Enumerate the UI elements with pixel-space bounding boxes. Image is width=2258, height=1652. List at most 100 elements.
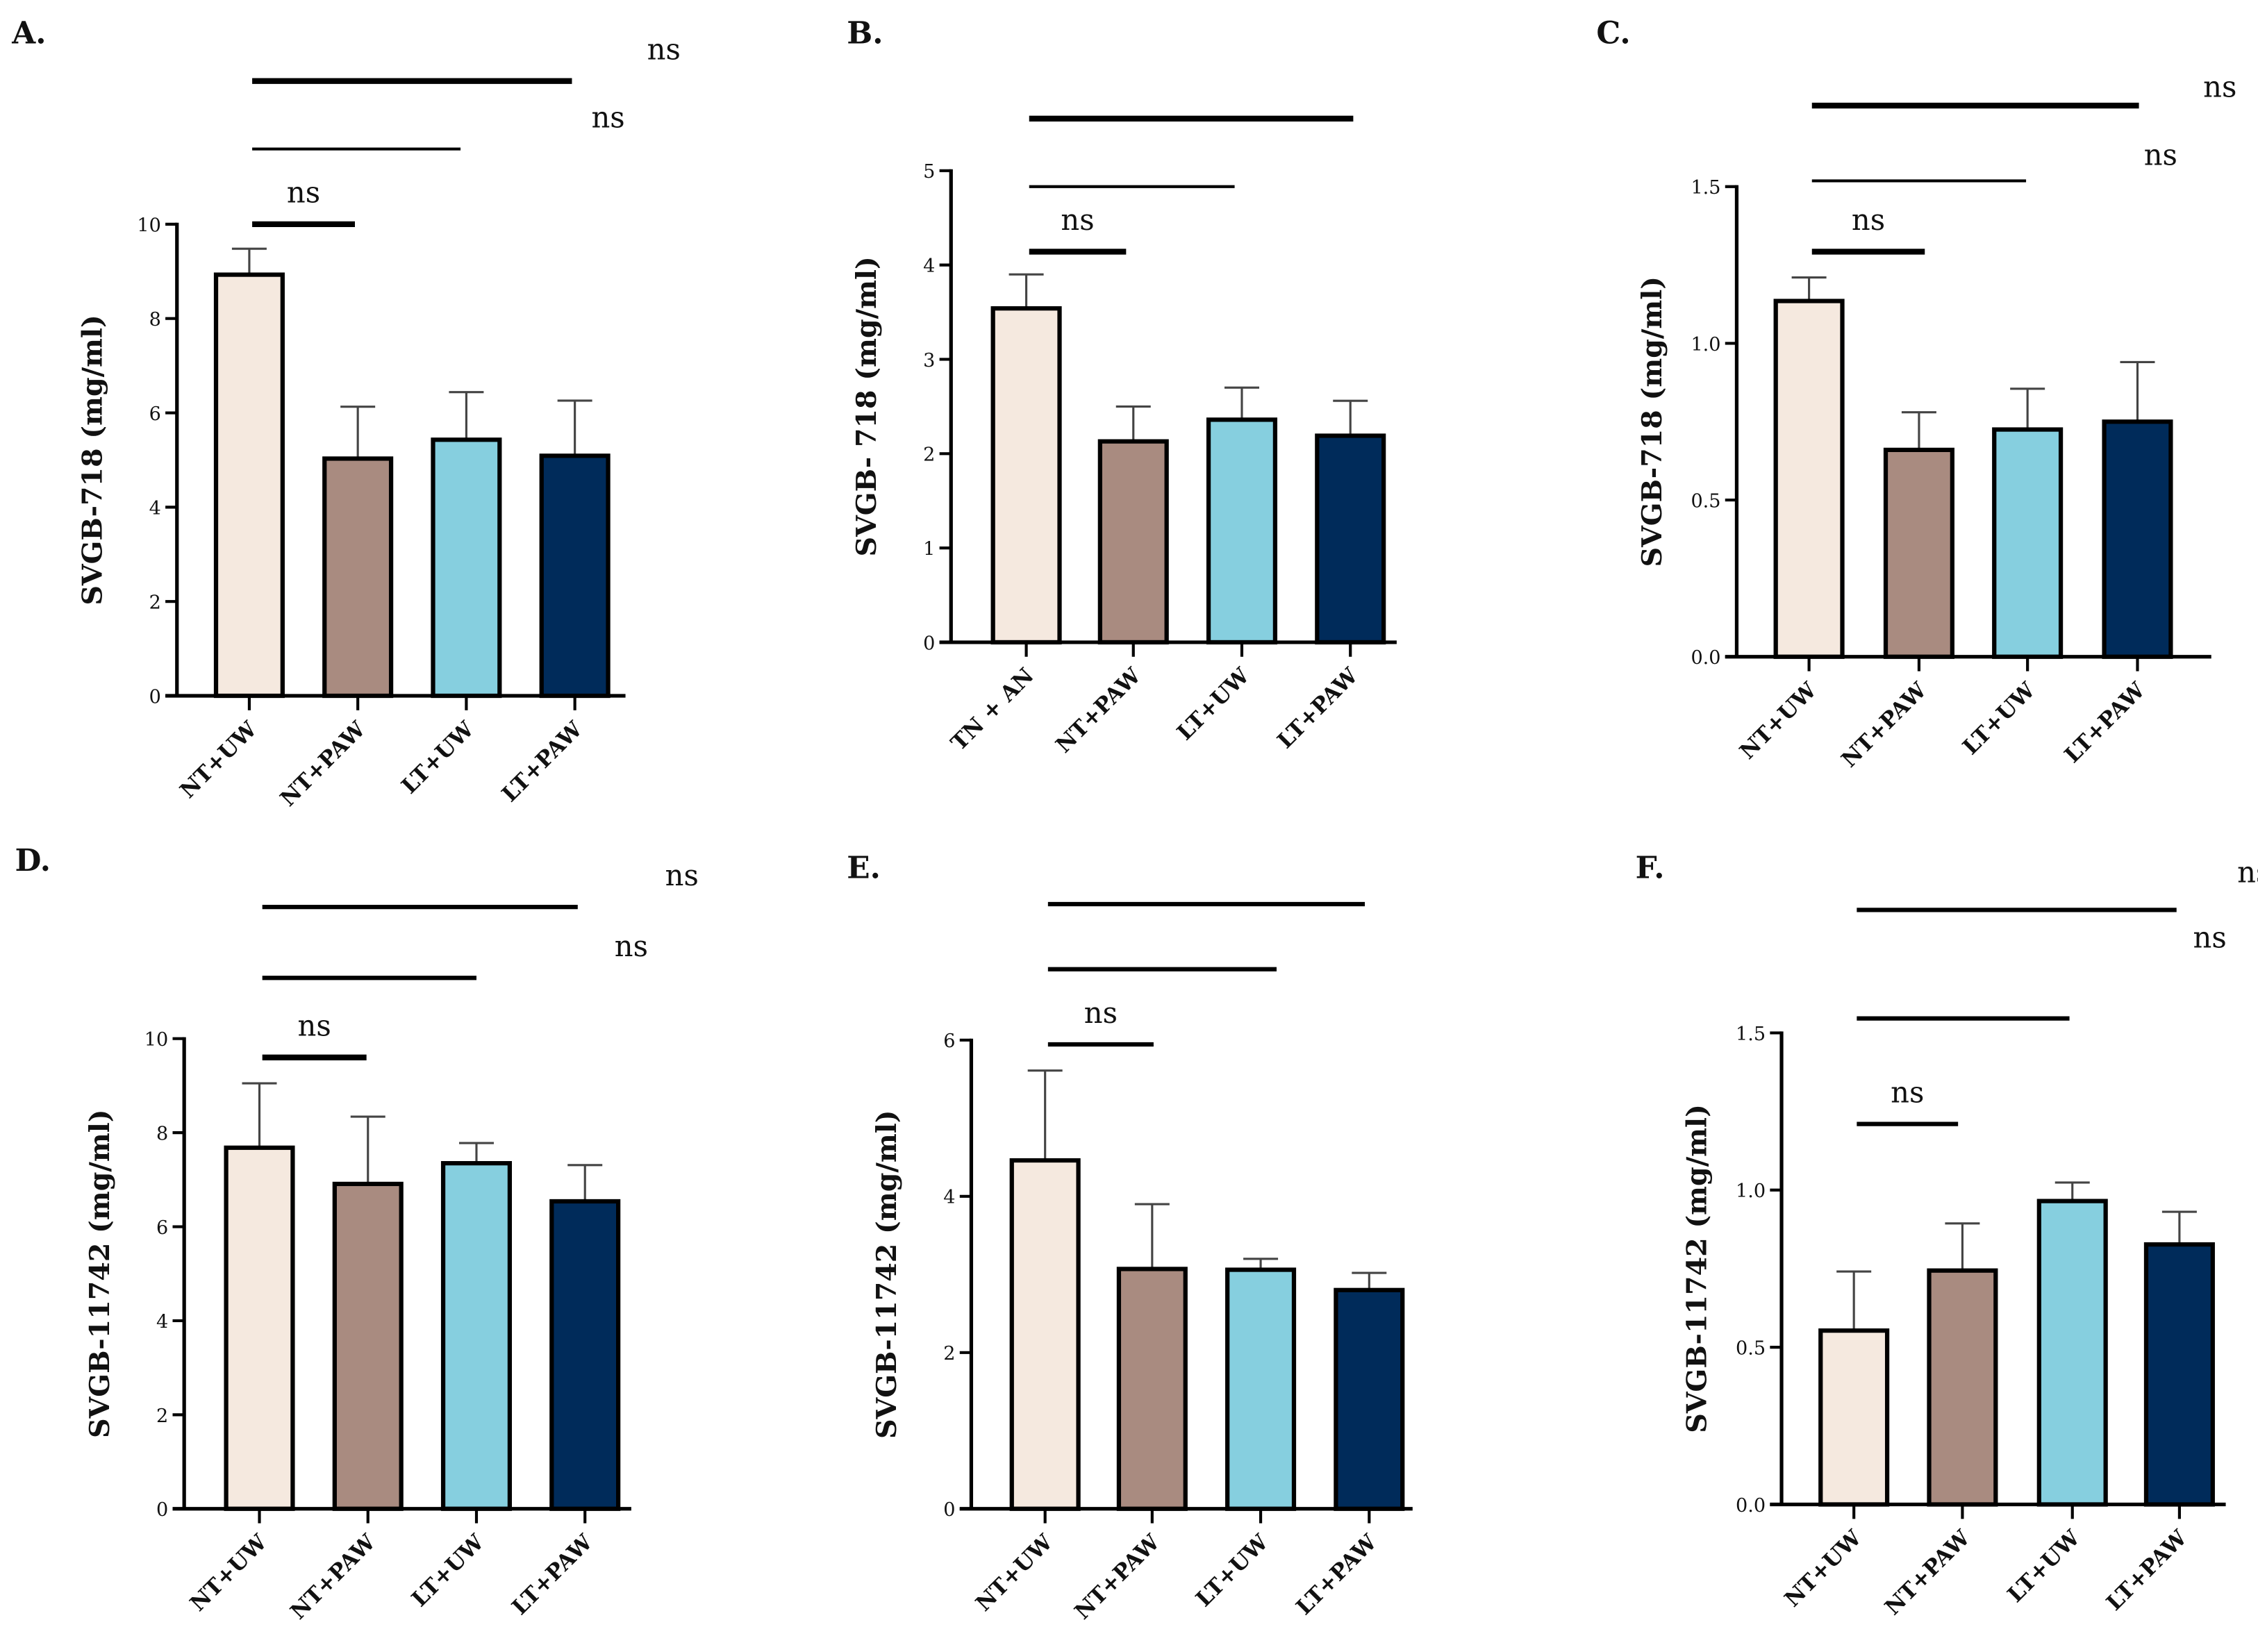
y-tick-label: 1.5 <box>1736 1024 1766 1045</box>
chart-panel-a: A. NT+UW NT+PAW LT+UW LT+PAW 0 2 4 6 8 10 SVGB-718 … <box>11 15 681 811</box>
y-tick-label: 2 <box>149 592 161 614</box>
panel-label: B. <box>847 15 883 51</box>
y-tick-label: 10 <box>144 1029 168 1051</box>
y-tick-label: 8 <box>149 309 161 331</box>
y-tick-label: 1.0 <box>1691 334 1720 356</box>
bar-nt-uw <box>1818 1328 1890 1507</box>
panel-label: D. <box>15 843 51 878</box>
y-tick-label: 10 <box>137 215 160 236</box>
x-tick-label: LT+PAW <box>507 1529 598 1620</box>
y-tick-label: 0 <box>149 686 161 708</box>
x-tick-label: LT+UW <box>2003 1525 2086 1608</box>
y-tick-label: 4 <box>156 1311 168 1333</box>
significance-label: ns <box>1891 1075 1924 1109</box>
x-tick-label: LT+PAW <box>1291 1529 1382 1620</box>
y-tick-label: 4 <box>923 256 935 277</box>
x-tick-label: NT+PAW <box>1070 1529 1165 1624</box>
x-tick-label: NT+PAW <box>1880 1525 1975 1620</box>
y-axis-label: SVGB- 718 (mg/ml) <box>851 256 883 556</box>
bar-lt-uw <box>1206 417 1278 645</box>
significance-label: ns <box>665 858 699 892</box>
x-tick-label: NT+UW <box>175 717 262 803</box>
panel-label: F. <box>1636 850 1665 885</box>
y-axis-label: SVGB-11742 (mg/ml) <box>871 1110 903 1440</box>
y-axis-label: SVGB-11742 (mg/ml) <box>84 1109 116 1438</box>
bar-lt-uw <box>431 437 502 699</box>
y-tick-label: 1 <box>923 539 935 560</box>
x-tick-label: LT+PAW <box>1272 662 1363 753</box>
bar-lt-paw <box>539 453 611 699</box>
y-tick-label: 0.5 <box>1691 491 1720 512</box>
bar-lt-uw <box>2036 1199 2108 1507</box>
bar-lt-uw <box>440 1161 513 1511</box>
bar-nt-paw <box>322 456 394 699</box>
bar-lt-paw <box>2102 419 2173 659</box>
y-tick-label: 6 <box>149 403 161 425</box>
significance-label: ns <box>2193 920 2227 954</box>
bar-nt-uw <box>1009 1158 1081 1511</box>
significance-label: ns <box>1061 203 1094 237</box>
y-tick-label: 0 <box>156 1499 168 1521</box>
x-tick-label: NT+PAW <box>1051 662 1146 758</box>
y-tick-label: 0 <box>923 633 935 654</box>
x-tick-label: LT+UW <box>1191 1529 1274 1612</box>
chart-panel-c: C. NT+UW NT+PAW LT+UW LT+PAW 0.0 0.5 1.0 1.5 SVGB… <box>1596 15 2211 772</box>
significance-label: ns <box>1852 203 1885 237</box>
chart-panel-f: F. NT+UW NT+PAW LT+UW LT+PAW 0.0 0.5 1.0 1.5 SVGB… <box>1636 850 2226 1620</box>
panel-label: A. <box>11 15 46 51</box>
y-tick-label: 1.0 <box>1736 1180 1766 1202</box>
bar-tn-an <box>990 306 1062 645</box>
x-tick-label: NT+UW <box>1735 677 1822 764</box>
significance-label: ns <box>2203 70 2236 104</box>
significance-label: ns <box>287 176 320 210</box>
x-tick-label: LT+UW <box>1172 662 1255 745</box>
y-tick-label: 2 <box>923 444 935 466</box>
x-tick-label: NT+UW <box>185 1529 272 1616</box>
bar-lt-paw <box>2143 1242 2215 1507</box>
x-tick-label: NT+UW <box>1780 1525 1867 1612</box>
bar-lt-paw <box>1334 1287 1405 1511</box>
chart-panel-d: D. NT+UW NT+PAW LT+UW LT+PAW 0 2 4 6 8 10 SVGB-1174… <box>15 843 698 1624</box>
panel-label: E. <box>847 850 881 885</box>
x-tick-label: LT+UW <box>1958 677 2041 760</box>
y-tick-label: 6 <box>943 1031 955 1052</box>
x-tick-label: LT+PAW <box>2102 1525 2193 1616</box>
y-tick-label: 4 <box>943 1187 955 1208</box>
y-tick-label: 0.5 <box>1736 1338 1766 1360</box>
x-tick-label: LT+UW <box>397 717 479 799</box>
y-axis-label: SVGB-718 (mg/ml) <box>76 315 108 605</box>
significance-label: ns <box>615 929 648 963</box>
y-tick-label: 0.0 <box>1736 1495 1766 1517</box>
y-axis-label: SVGB-718 (mg/ml) <box>1636 276 1668 567</box>
y-tick-label: 4 <box>149 498 161 519</box>
x-tick-label: LT+PAW <box>2060 677 2151 768</box>
y-tick-label: 0.0 <box>1691 647 1720 669</box>
y-tick-label: 2 <box>156 1405 168 1427</box>
bar-nt-paw <box>1883 447 1954 659</box>
panel-label: C. <box>1596 15 1630 51</box>
x-tick-label: NT+PAW <box>285 1529 381 1624</box>
significance-label: ns <box>591 100 624 134</box>
bar-nt-uw <box>224 1145 295 1511</box>
y-tick-label: 0 <box>943 1499 955 1521</box>
x-tick-label: NT+PAW <box>276 717 371 812</box>
x-tick-label: TN + AN <box>946 663 1038 756</box>
y-tick-label: 5 <box>923 161 935 183</box>
y-tick-label: 1.5 <box>1691 177 1720 199</box>
bar-nt-paw <box>1116 1267 1188 1511</box>
bar-nt-paw <box>1927 1268 1998 1507</box>
significance-label: ns <box>647 32 681 66</box>
y-axis-label: SVGB-11742 (mg/ml) <box>1682 1104 1713 1433</box>
bar-nt-paw <box>1097 439 1169 645</box>
bar-lt-paw <box>1315 433 1386 645</box>
y-tick-label: 2 <box>943 1343 955 1365</box>
bar-lt-uw <box>1225 1267 1297 1511</box>
x-tick-label: NT+UW <box>971 1529 1058 1616</box>
y-tick-label: 8 <box>156 1124 168 1145</box>
y-tick-label: 3 <box>923 350 935 372</box>
x-tick-label: LT+PAW <box>497 717 588 808</box>
bar-nt-uw <box>1773 299 1845 659</box>
y-tick-label: 6 <box>156 1217 168 1239</box>
bar-lt-paw <box>549 1199 621 1511</box>
